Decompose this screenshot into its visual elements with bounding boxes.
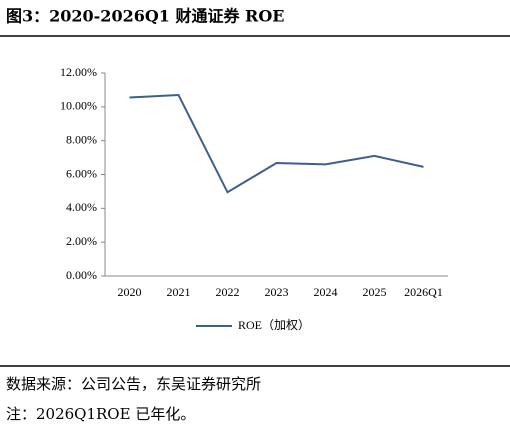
source-note: 数据来源：公司公告，东吴证券研究所: [6, 375, 261, 393]
y-tick-label: 8.00%: [66, 132, 97, 146]
y-tick-label: 6.00%: [66, 166, 97, 180]
chart-title: 图3：2020-2026Q1 财通证券 ROE: [6, 7, 284, 26]
y-tick-label: 4.00%: [66, 200, 97, 214]
x-tick-label: 2020: [118, 285, 142, 299]
x-tick-label: 2023: [265, 285, 289, 299]
y-tick-label: 10.00%: [60, 99, 97, 113]
x-tick-label: 2024: [314, 285, 338, 299]
x-tick-label: 2022: [216, 285, 240, 299]
x-tick-label: 2021: [167, 285, 191, 299]
x-tick-label: 2025: [363, 285, 387, 299]
legend-label: ROE（加权）: [238, 318, 310, 332]
y-tick-label: 12.00%: [60, 65, 97, 79]
x-tick-label: 2026Q1: [404, 285, 443, 299]
line-series: [129, 93, 424, 194]
y-tick-label: 0.00%: [66, 268, 97, 282]
footnote: 注：2026Q1ROE 已年化。: [6, 405, 195, 423]
y-tick-label: 2.00%: [66, 234, 97, 248]
